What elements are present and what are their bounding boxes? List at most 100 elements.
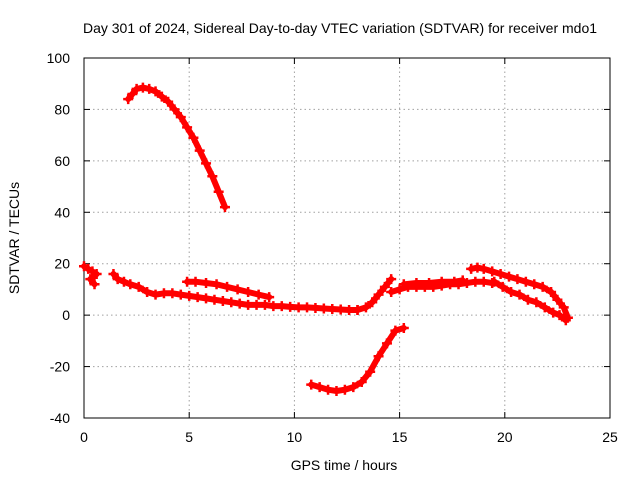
data-point bbox=[512, 274, 523, 285]
data-point bbox=[285, 301, 296, 312]
data-point bbox=[85, 274, 96, 285]
data-point bbox=[211, 279, 222, 290]
data-point bbox=[217, 296, 228, 306]
data-point bbox=[504, 271, 515, 282]
x-tick-label: 5 bbox=[185, 429, 193, 445]
data-point bbox=[546, 287, 557, 297]
data-point bbox=[188, 132, 199, 143]
data-point bbox=[531, 297, 542, 308]
data-point bbox=[222, 281, 233, 292]
data-point bbox=[167, 288, 178, 299]
data-point bbox=[213, 186, 224, 197]
x-tick-label: 0 bbox=[80, 429, 88, 445]
data-point bbox=[293, 302, 304, 313]
data-point bbox=[352, 305, 363, 315]
x-tick-label: 10 bbox=[287, 429, 303, 445]
x-axis-label: GPS time / hours bbox=[291, 457, 398, 473]
data-point bbox=[489, 276, 500, 287]
chart-title: Day 301 of 2024, Sidereal Day-to-day VTE… bbox=[83, 20, 597, 36]
data-point bbox=[150, 289, 161, 300]
data-point bbox=[318, 303, 329, 314]
series-track-band-upper bbox=[398, 275, 468, 290]
data-point bbox=[514, 289, 525, 300]
data-point bbox=[108, 269, 119, 279]
data-point bbox=[175, 112, 186, 123]
data-point bbox=[339, 384, 350, 395]
y-tick-label: 100 bbox=[47, 50, 71, 66]
data-point bbox=[314, 382, 325, 393]
data-point bbox=[436, 276, 447, 287]
data-point bbox=[268, 301, 279, 312]
y-axis-label: SDTVAR / TECUs bbox=[6, 182, 22, 294]
y-tick-label: 80 bbox=[54, 101, 70, 117]
data-point bbox=[91, 269, 102, 279]
data-point bbox=[327, 303, 338, 314]
data-point bbox=[520, 276, 531, 287]
data-point bbox=[323, 384, 334, 395]
grid bbox=[84, 58, 610, 418]
series-track-rise-14 bbox=[352, 274, 397, 315]
data-point bbox=[243, 299, 254, 310]
data-point bbox=[539, 302, 550, 313]
x-tick-label: 20 bbox=[497, 429, 513, 445]
plot-frame bbox=[83, 57, 611, 419]
data-point bbox=[234, 298, 245, 309]
series-track-main-low bbox=[108, 269, 363, 315]
data-point bbox=[306, 379, 317, 390]
data-point bbox=[276, 301, 287, 312]
data-point bbox=[478, 263, 489, 274]
data-point bbox=[367, 297, 378, 308]
series-track-tail-22 bbox=[489, 276, 571, 326]
data-point bbox=[182, 276, 193, 287]
data-point bbox=[552, 294, 563, 305]
data-point bbox=[207, 171, 218, 182]
data-point bbox=[192, 292, 203, 303]
data-point bbox=[144, 83, 155, 94]
y-tick-label: -20 bbox=[50, 359, 70, 375]
data-point bbox=[331, 386, 342, 396]
data-point bbox=[506, 287, 517, 297]
data-point bbox=[125, 279, 136, 290]
data-point bbox=[194, 145, 205, 156]
data-point bbox=[472, 262, 483, 273]
data-point bbox=[251, 299, 262, 310]
data-point bbox=[487, 266, 498, 277]
data-point bbox=[137, 82, 148, 93]
data-point bbox=[182, 122, 193, 133]
axis-ticks: 0 5 10 15 20 25 -40 -20 0 20 40 60 80 100 bbox=[47, 50, 618, 445]
data-point bbox=[201, 278, 212, 288]
data-point bbox=[495, 269, 506, 279]
data-point bbox=[184, 290, 195, 301]
data-point bbox=[411, 278, 422, 288]
data-point bbox=[142, 287, 153, 297]
data-point bbox=[478, 276, 489, 287]
data-point bbox=[558, 302, 569, 313]
data-point bbox=[150, 86, 161, 97]
series-track-high-arc bbox=[123, 82, 230, 213]
data-point bbox=[123, 94, 134, 105]
data-point bbox=[529, 279, 540, 290]
data-point bbox=[365, 366, 376, 377]
data-point bbox=[554, 310, 565, 321]
data-point bbox=[449, 276, 460, 287]
x-tick-label: 25 bbox=[602, 429, 618, 445]
data-point bbox=[373, 351, 384, 362]
data-point bbox=[390, 325, 401, 336]
data-point bbox=[226, 297, 237, 308]
data-point bbox=[386, 287, 397, 297]
data-point bbox=[470, 276, 481, 287]
data-point bbox=[560, 315, 571, 326]
data-point bbox=[127, 89, 138, 99]
data-point bbox=[310, 302, 321, 313]
data-point bbox=[264, 292, 275, 303]
data-point bbox=[537, 281, 548, 292]
data-point bbox=[163, 96, 174, 107]
data-point bbox=[89, 279, 100, 290]
data-point bbox=[398, 279, 409, 290]
data-point bbox=[169, 104, 180, 115]
data-point bbox=[190, 276, 201, 287]
data-point bbox=[158, 288, 169, 299]
data-point bbox=[466, 263, 477, 274]
data-point bbox=[344, 305, 355, 315]
